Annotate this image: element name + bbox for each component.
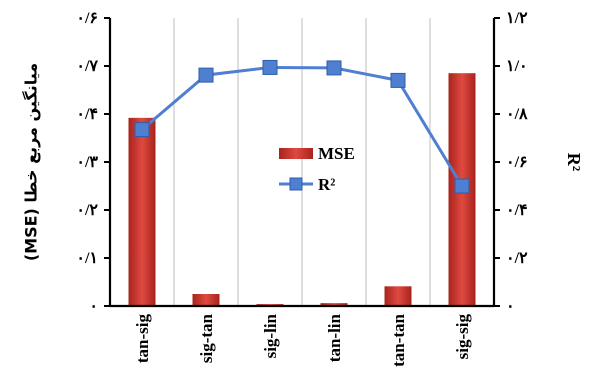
legend-r2-label: R² bbox=[318, 175, 335, 194]
left-tick-label: ۰ bbox=[89, 298, 98, 315]
left-tick-label: ۰/۷ bbox=[76, 58, 98, 75]
mse-bar-sig-tan bbox=[192, 294, 220, 306]
category-label-tan-sig: tan-sig bbox=[133, 314, 152, 364]
mse-bar-tan-lin bbox=[320, 303, 348, 306]
r2-point-sig-tan bbox=[198, 67, 214, 83]
category-label-sig-tan: sig-tan bbox=[197, 313, 216, 363]
right-tick-label: ۰/۸ bbox=[506, 106, 528, 123]
legend: MSE R² bbox=[279, 144, 355, 194]
r2-point-sig-sig bbox=[454, 178, 470, 194]
r2-point-sig-lin bbox=[262, 59, 278, 75]
left-tick-label: ۰/۱ bbox=[76, 250, 98, 267]
left-axis-title: میانگین مربع خطا (MSE) bbox=[22, 63, 41, 261]
legend-mse-label: MSE bbox=[318, 144, 355, 163]
r2-point-tan-tan bbox=[390, 72, 406, 88]
right-tick-label: ۱/۲ bbox=[506, 10, 528, 27]
legend-r2-marker bbox=[289, 177, 303, 191]
vertical-gridlines bbox=[173, 18, 431, 306]
left-tick-label: ۰/۴ bbox=[76, 106, 98, 123]
category-label-sig-sig: sig-sig bbox=[453, 314, 472, 360]
left-tick-label: ۰/۲ bbox=[76, 202, 98, 219]
mse-bar-tan-tan bbox=[384, 286, 412, 306]
right-axis-ticks: ۰ ۰/۲ ۰/۴ ۰/۶ ۰/۸ ۱/۰ ۱/۲ bbox=[494, 10, 528, 315]
legend-mse-swatch bbox=[279, 148, 313, 159]
right-tick-label: ۰/۶ bbox=[506, 154, 528, 171]
right-tick-label: ۰ bbox=[506, 298, 515, 315]
right-tick-label: ۰/۲ bbox=[506, 250, 528, 267]
left-axis-ticks: ۰ ۰/۱ ۰/۲ ۰/۳ ۰/۴ ۰/۷ ۰/۶ bbox=[76, 10, 110, 315]
r2-line bbox=[141, 65, 464, 187]
x-axis-category-labels: tan-sig sig-tan sig-lin tan-lin tan-tan sig-s… bbox=[133, 313, 472, 366]
mse-bar-tan-sig bbox=[128, 117, 156, 306]
right-axis-title: R² bbox=[564, 153, 584, 171]
category-label-tan-tan: tan-tan bbox=[389, 313, 408, 366]
category-label-sig-lin: sig-lin bbox=[261, 313, 280, 358]
r2-point-tan-lin bbox=[326, 60, 342, 76]
right-tick-label: ۰/۴ bbox=[506, 202, 528, 219]
r2-point-tan-sig bbox=[134, 122, 150, 138]
left-tick-label: ۰/۶ bbox=[76, 10, 98, 27]
right-tick-label: ۱/۰ bbox=[506, 58, 528, 75]
category-label-tan-lin: tan-lin bbox=[325, 313, 344, 362]
left-tick-label: ۰/۳ bbox=[76, 154, 98, 171]
r2-line-series bbox=[134, 59, 470, 194]
